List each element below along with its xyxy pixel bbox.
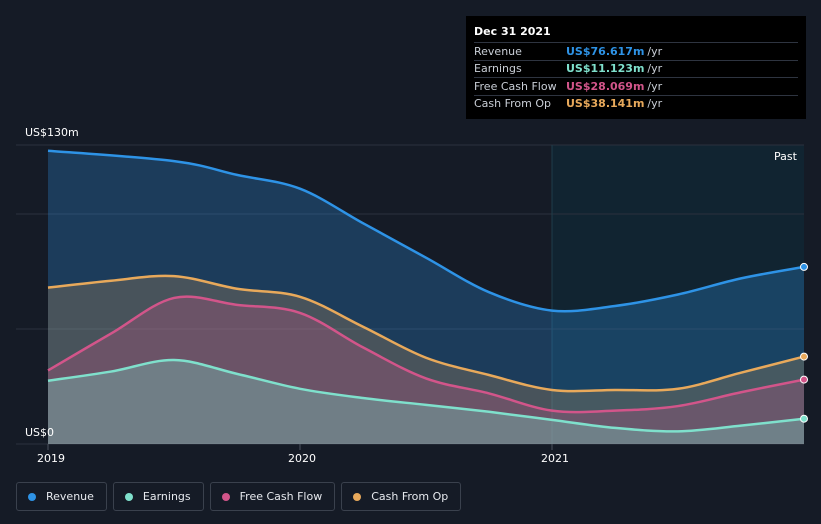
legend-item-cash-from-op[interactable]: Cash From Op xyxy=(341,482,462,511)
endpoint-revenue[interactable] xyxy=(800,262,808,271)
tooltip-label: Cash From Op xyxy=(474,97,552,111)
area-earnings xyxy=(48,360,804,444)
legend-dot-icon xyxy=(124,492,133,501)
area-revenue xyxy=(48,150,804,444)
line-free-cash-flow xyxy=(47,295,805,414)
tooltip-unit: /yr xyxy=(647,62,663,76)
tooltip-label: Earnings xyxy=(474,62,522,76)
tooltip-value: US$28.069m xyxy=(566,79,645,93)
legend-item-free-cash-flow[interactable]: Free Cash Flow xyxy=(209,482,336,511)
x-tick-label-2019: 2019 xyxy=(37,452,65,465)
tooltip-value: US$11.123m xyxy=(566,62,645,76)
tooltip-row-free-cash-flow: Free Cash Flow US$28.069m /yr xyxy=(474,77,798,95)
legend-dot-icon xyxy=(221,492,230,501)
tooltip-date: Dec 31 2021 xyxy=(474,25,551,38)
legend: Revenue Earnings Free Cash Flow Cash Fro… xyxy=(16,482,462,511)
endpoint-cash-from-op[interactable] xyxy=(800,352,808,361)
tooltip-label: Free Cash Flow xyxy=(474,79,557,93)
legend-label: Earnings xyxy=(142,490,191,503)
legend-label: Free Cash Flow xyxy=(239,490,323,503)
endpoint-free-cash-flow[interactable] xyxy=(800,375,808,384)
x-tick-label-2021: 2021 xyxy=(541,452,569,465)
y-axis-bottom-label: US$0 xyxy=(25,426,55,439)
legend-label: Cash From Op xyxy=(371,490,449,503)
line-revenue xyxy=(47,149,805,313)
tooltip-row-revenue: Revenue US$76.617m /yr xyxy=(474,42,798,60)
x-tick-label-2020: 2020 xyxy=(288,452,316,465)
data-tooltip: Dec 31 2021 Revenue US$76.617m /yr Earni… xyxy=(466,16,806,119)
area-cash-from-op xyxy=(48,275,804,444)
legend-dot-icon xyxy=(353,492,362,501)
line-earnings xyxy=(47,358,805,433)
legend-dot-icon xyxy=(28,492,36,501)
tooltip-unit: /yr xyxy=(647,44,663,58)
y-axis-top-label: US$130m xyxy=(25,126,79,139)
tooltip-value: US$38.141m xyxy=(566,97,645,111)
legend-item-revenue[interactable]: Revenue xyxy=(16,482,107,511)
endpoint-earnings[interactable] xyxy=(800,414,808,423)
legend-item-earnings[interactable]: Earnings xyxy=(112,482,204,511)
past-label: Past xyxy=(774,150,797,163)
tooltip-row-earnings: Earnings US$11.123m /yr xyxy=(474,59,798,78)
line-cash-from-op xyxy=(47,274,805,393)
tooltip-value: US$76.617m xyxy=(566,44,645,58)
legend-label: Revenue xyxy=(46,490,94,503)
tooltip-unit: /yr xyxy=(647,97,663,111)
tooltip-unit: /yr xyxy=(647,79,663,93)
tooltip-label: Revenue xyxy=(474,44,522,58)
tooltip-row-cash-from-op: Cash From Op US$38.141m /yr xyxy=(474,94,798,113)
area-free-cash-flow xyxy=(48,296,804,444)
